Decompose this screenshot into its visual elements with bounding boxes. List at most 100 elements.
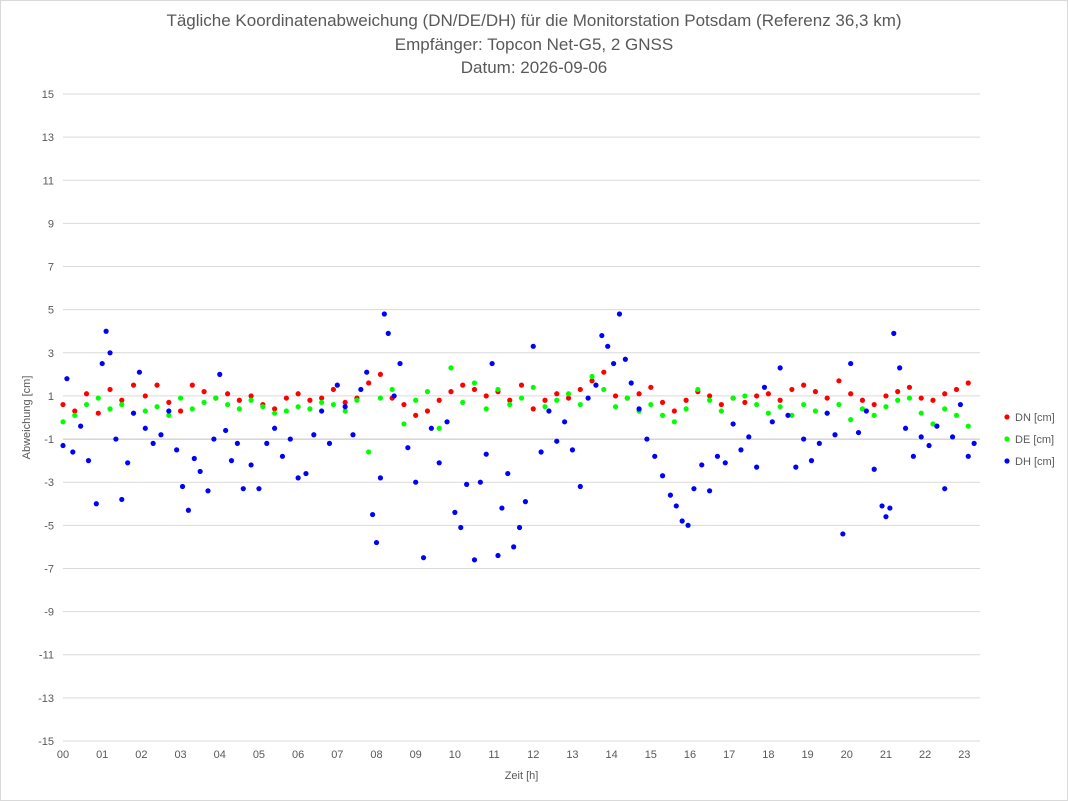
data-point	[808, 458, 815, 464]
data-point	[142, 393, 148, 399]
data-point	[264, 440, 270, 446]
data-point	[136, 369, 143, 375]
x-tick-label: 04	[214, 749, 226, 761]
data-point	[236, 397, 242, 403]
data-point	[283, 395, 289, 401]
data-point	[777, 365, 783, 371]
data-point	[612, 393, 619, 399]
data-point	[516, 524, 523, 531]
data-point	[879, 503, 885, 509]
data-point	[436, 425, 442, 431]
y-tick-label: -5	[44, 520, 54, 532]
data-point	[840, 531, 846, 537]
data-point	[918, 434, 924, 440]
data-point	[350, 432, 356, 438]
data-point	[707, 397, 713, 403]
data-point	[554, 391, 560, 397]
data-point	[801, 382, 807, 388]
data-point	[471, 380, 478, 386]
data-point	[240, 486, 246, 492]
y-axis-ticks: 15 13 11 9 7 5 3 1 -1 -3 -5 -7 -9 -11 -13 -15	[38, 89, 54, 748]
data-point	[906, 384, 913, 390]
data-point	[234, 440, 240, 446]
data-point	[871, 412, 877, 418]
data-point	[659, 473, 666, 479]
data-point	[189, 382, 195, 388]
data-point	[859, 406, 866, 412]
data-point	[64, 376, 70, 382]
data-point	[683, 406, 689, 412]
y-tick-label: 7	[48, 262, 54, 274]
x-tick-label: 00	[57, 749, 69, 761]
data-point	[593, 382, 599, 388]
data-point	[377, 475, 384, 481]
data-point	[816, 440, 822, 446]
data-point	[754, 464, 760, 470]
data-point	[848, 417, 854, 423]
data-point	[863, 408, 869, 414]
data-point	[307, 406, 313, 412]
data-point	[832, 432, 838, 438]
data-point	[256, 486, 262, 492]
data-point	[125, 460, 131, 466]
data-point	[448, 389, 454, 395]
x-axis-label: Zeit [h]	[505, 770, 539, 782]
data-point	[364, 369, 370, 375]
data-point	[413, 397, 419, 403]
data-point	[685, 522, 691, 528]
data-point	[605, 343, 611, 349]
data-point	[83, 391, 90, 397]
data-point	[211, 436, 217, 442]
data-point	[179, 483, 186, 490]
data-point	[554, 397, 560, 403]
legend-label: DH [cm]	[1015, 456, 1055, 468]
data-point	[391, 393, 397, 399]
data-point	[949, 434, 956, 440]
data-point	[628, 380, 634, 386]
data-point	[883, 514, 889, 520]
x-tick-label: 15	[645, 749, 657, 761]
legend-label: DE [cm]	[1015, 434, 1054, 446]
series-layer	[60, 311, 977, 563]
legend-marker	[1004, 458, 1010, 464]
data-point	[812, 389, 819, 395]
data-point	[518, 395, 525, 401]
data-point	[953, 386, 960, 393]
data-point	[918, 410, 924, 416]
data-point	[401, 421, 407, 427]
data-point	[601, 386, 607, 393]
data-point	[260, 404, 266, 410]
data-point	[191, 455, 197, 462]
data-point	[718, 401, 724, 408]
data-point	[107, 350, 113, 356]
x-tick-label: 17	[723, 749, 735, 761]
data-point	[70, 449, 76, 455]
data-point	[460, 382, 466, 388]
data-point	[189, 406, 195, 412]
data-point	[448, 365, 454, 371]
data-point	[906, 395, 913, 401]
x-tick-label: 02	[135, 749, 147, 761]
data-point	[683, 397, 689, 403]
data-point	[801, 401, 807, 408]
data-point	[495, 552, 501, 559]
data-point	[738, 447, 744, 453]
data-point	[855, 429, 862, 436]
data-point	[236, 406, 242, 412]
data-point	[918, 395, 924, 401]
legend: DN [cm] DE [cm] DH [cm]	[1004, 412, 1055, 468]
data-point	[72, 408, 78, 414]
data-point	[381, 311, 387, 317]
data-point	[319, 408, 325, 414]
data-point	[60, 442, 66, 449]
x-tick-label: 09	[410, 749, 422, 761]
data-point	[311, 432, 317, 438]
data-point	[769, 419, 775, 425]
data-point	[93, 501, 99, 507]
data-point	[679, 518, 685, 524]
y-tick-label: -15	[38, 736, 54, 748]
data-point	[636, 406, 642, 412]
data-point	[883, 393, 889, 399]
x-tick-label: 14	[606, 749, 618, 761]
data-point	[342, 408, 348, 414]
